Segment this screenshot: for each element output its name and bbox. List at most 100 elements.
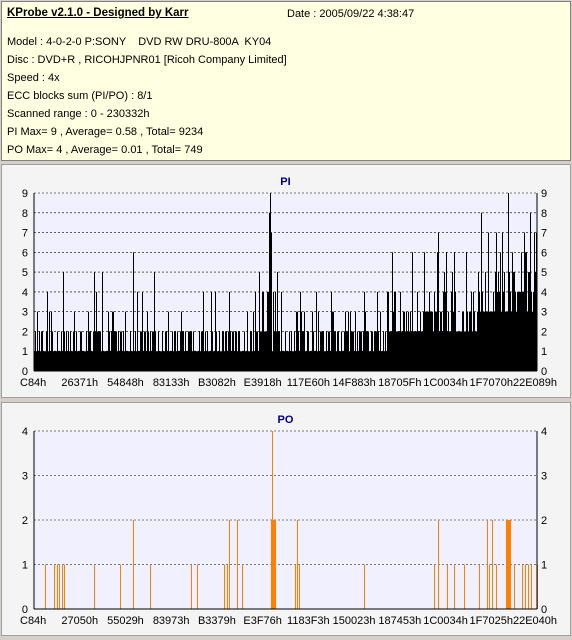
bar <box>46 331 47 371</box>
bar <box>257 331 258 371</box>
bar <box>264 331 265 371</box>
model-line: Model : 4-0-2-0 P:SONY DVD RW DRU-800A K… <box>7 36 272 48</box>
bar <box>190 331 191 371</box>
y-tick-label-right: 1 <box>541 560 547 572</box>
y-tick-label-left: 1 <box>22 560 28 572</box>
bar <box>149 351 150 371</box>
app-title: KProbe v2.1.0 - Designed by Karr <box>7 7 189 19</box>
bar <box>37 311 38 371</box>
bar <box>187 351 188 371</box>
bar <box>130 331 131 371</box>
po-chart: PO 0 0 1 1 2 2 3 3 4 4 C84h 27050h 55029h 83973h B3379h… <box>20 414 557 627</box>
bar <box>100 331 101 371</box>
bar <box>262 291 263 371</box>
bar <box>48 351 49 371</box>
bar <box>45 351 46 371</box>
bar <box>207 331 208 371</box>
bar <box>445 291 446 371</box>
bar <box>77 351 78 371</box>
po-chart-panel: PO 0 0 1 1 2 2 3 3 4 4 C84h 27050h 55029h 83973h B3379h… <box>1 402 571 636</box>
bar <box>36 351 37 371</box>
bar <box>461 331 462 371</box>
bar <box>434 564 435 609</box>
bar <box>144 331 145 371</box>
x-tick-label: 1183F3h <box>287 615 330 627</box>
bar <box>106 351 107 371</box>
bar <box>240 351 241 371</box>
bar <box>510 520 511 609</box>
bar <box>336 351 337 371</box>
bar <box>391 331 392 371</box>
bar <box>489 564 490 609</box>
bar <box>347 331 348 371</box>
bar <box>403 311 404 371</box>
bar <box>397 331 398 371</box>
bar <box>233 331 234 371</box>
bar <box>487 311 488 371</box>
bar <box>519 291 520 371</box>
bar <box>400 291 401 371</box>
bar <box>94 564 95 609</box>
bar <box>222 331 223 371</box>
bar <box>173 351 174 371</box>
x-tick-label: 55029h <box>107 615 144 627</box>
bar <box>134 351 135 371</box>
y-tick-label-left: 0 <box>22 366 28 378</box>
bar <box>497 291 498 371</box>
bar <box>133 520 134 609</box>
bar <box>219 331 220 371</box>
y-tick-label-right: 2 <box>541 326 547 338</box>
x-tick-label: C84h <box>20 377 46 389</box>
bar <box>392 252 393 371</box>
bar <box>148 331 149 371</box>
bar <box>154 272 155 371</box>
bar <box>366 331 367 371</box>
bar <box>143 351 144 371</box>
bar <box>51 311 52 371</box>
bar <box>125 311 126 371</box>
bar <box>309 351 310 371</box>
bar <box>283 351 284 371</box>
bar <box>438 520 439 609</box>
bar <box>412 252 413 371</box>
bar <box>525 252 526 371</box>
scan-date: Date : 2005/09/22 4:38:47 <box>287 8 415 20</box>
bar <box>50 351 51 371</box>
bar <box>185 331 186 371</box>
bar <box>203 291 204 371</box>
bar <box>220 351 221 371</box>
bar <box>97 331 98 371</box>
bar <box>298 331 299 371</box>
bar <box>150 331 151 371</box>
bar <box>306 351 307 371</box>
bar <box>296 311 297 371</box>
bar <box>88 311 89 371</box>
bar <box>441 311 442 371</box>
bar <box>80 331 81 371</box>
bar <box>124 351 125 371</box>
bar <box>510 291 511 371</box>
bar <box>377 291 378 371</box>
bar <box>243 351 244 371</box>
bar <box>273 291 274 371</box>
bar <box>534 232 535 371</box>
bar <box>132 351 133 371</box>
bar <box>286 351 287 371</box>
bar <box>346 331 347 371</box>
bar <box>193 331 194 371</box>
y-tick-label-right: 8 <box>541 208 547 220</box>
bar <box>159 351 160 371</box>
bar <box>129 351 130 371</box>
bar <box>354 351 355 371</box>
bar <box>191 331 192 371</box>
bar <box>150 564 151 609</box>
bar <box>267 291 268 371</box>
bar <box>261 331 262 371</box>
bar <box>383 331 384 371</box>
bar <box>58 351 59 371</box>
bar <box>360 331 361 371</box>
bar <box>352 331 353 371</box>
bar <box>456 331 457 371</box>
bar <box>205 331 206 371</box>
bar <box>493 291 494 371</box>
